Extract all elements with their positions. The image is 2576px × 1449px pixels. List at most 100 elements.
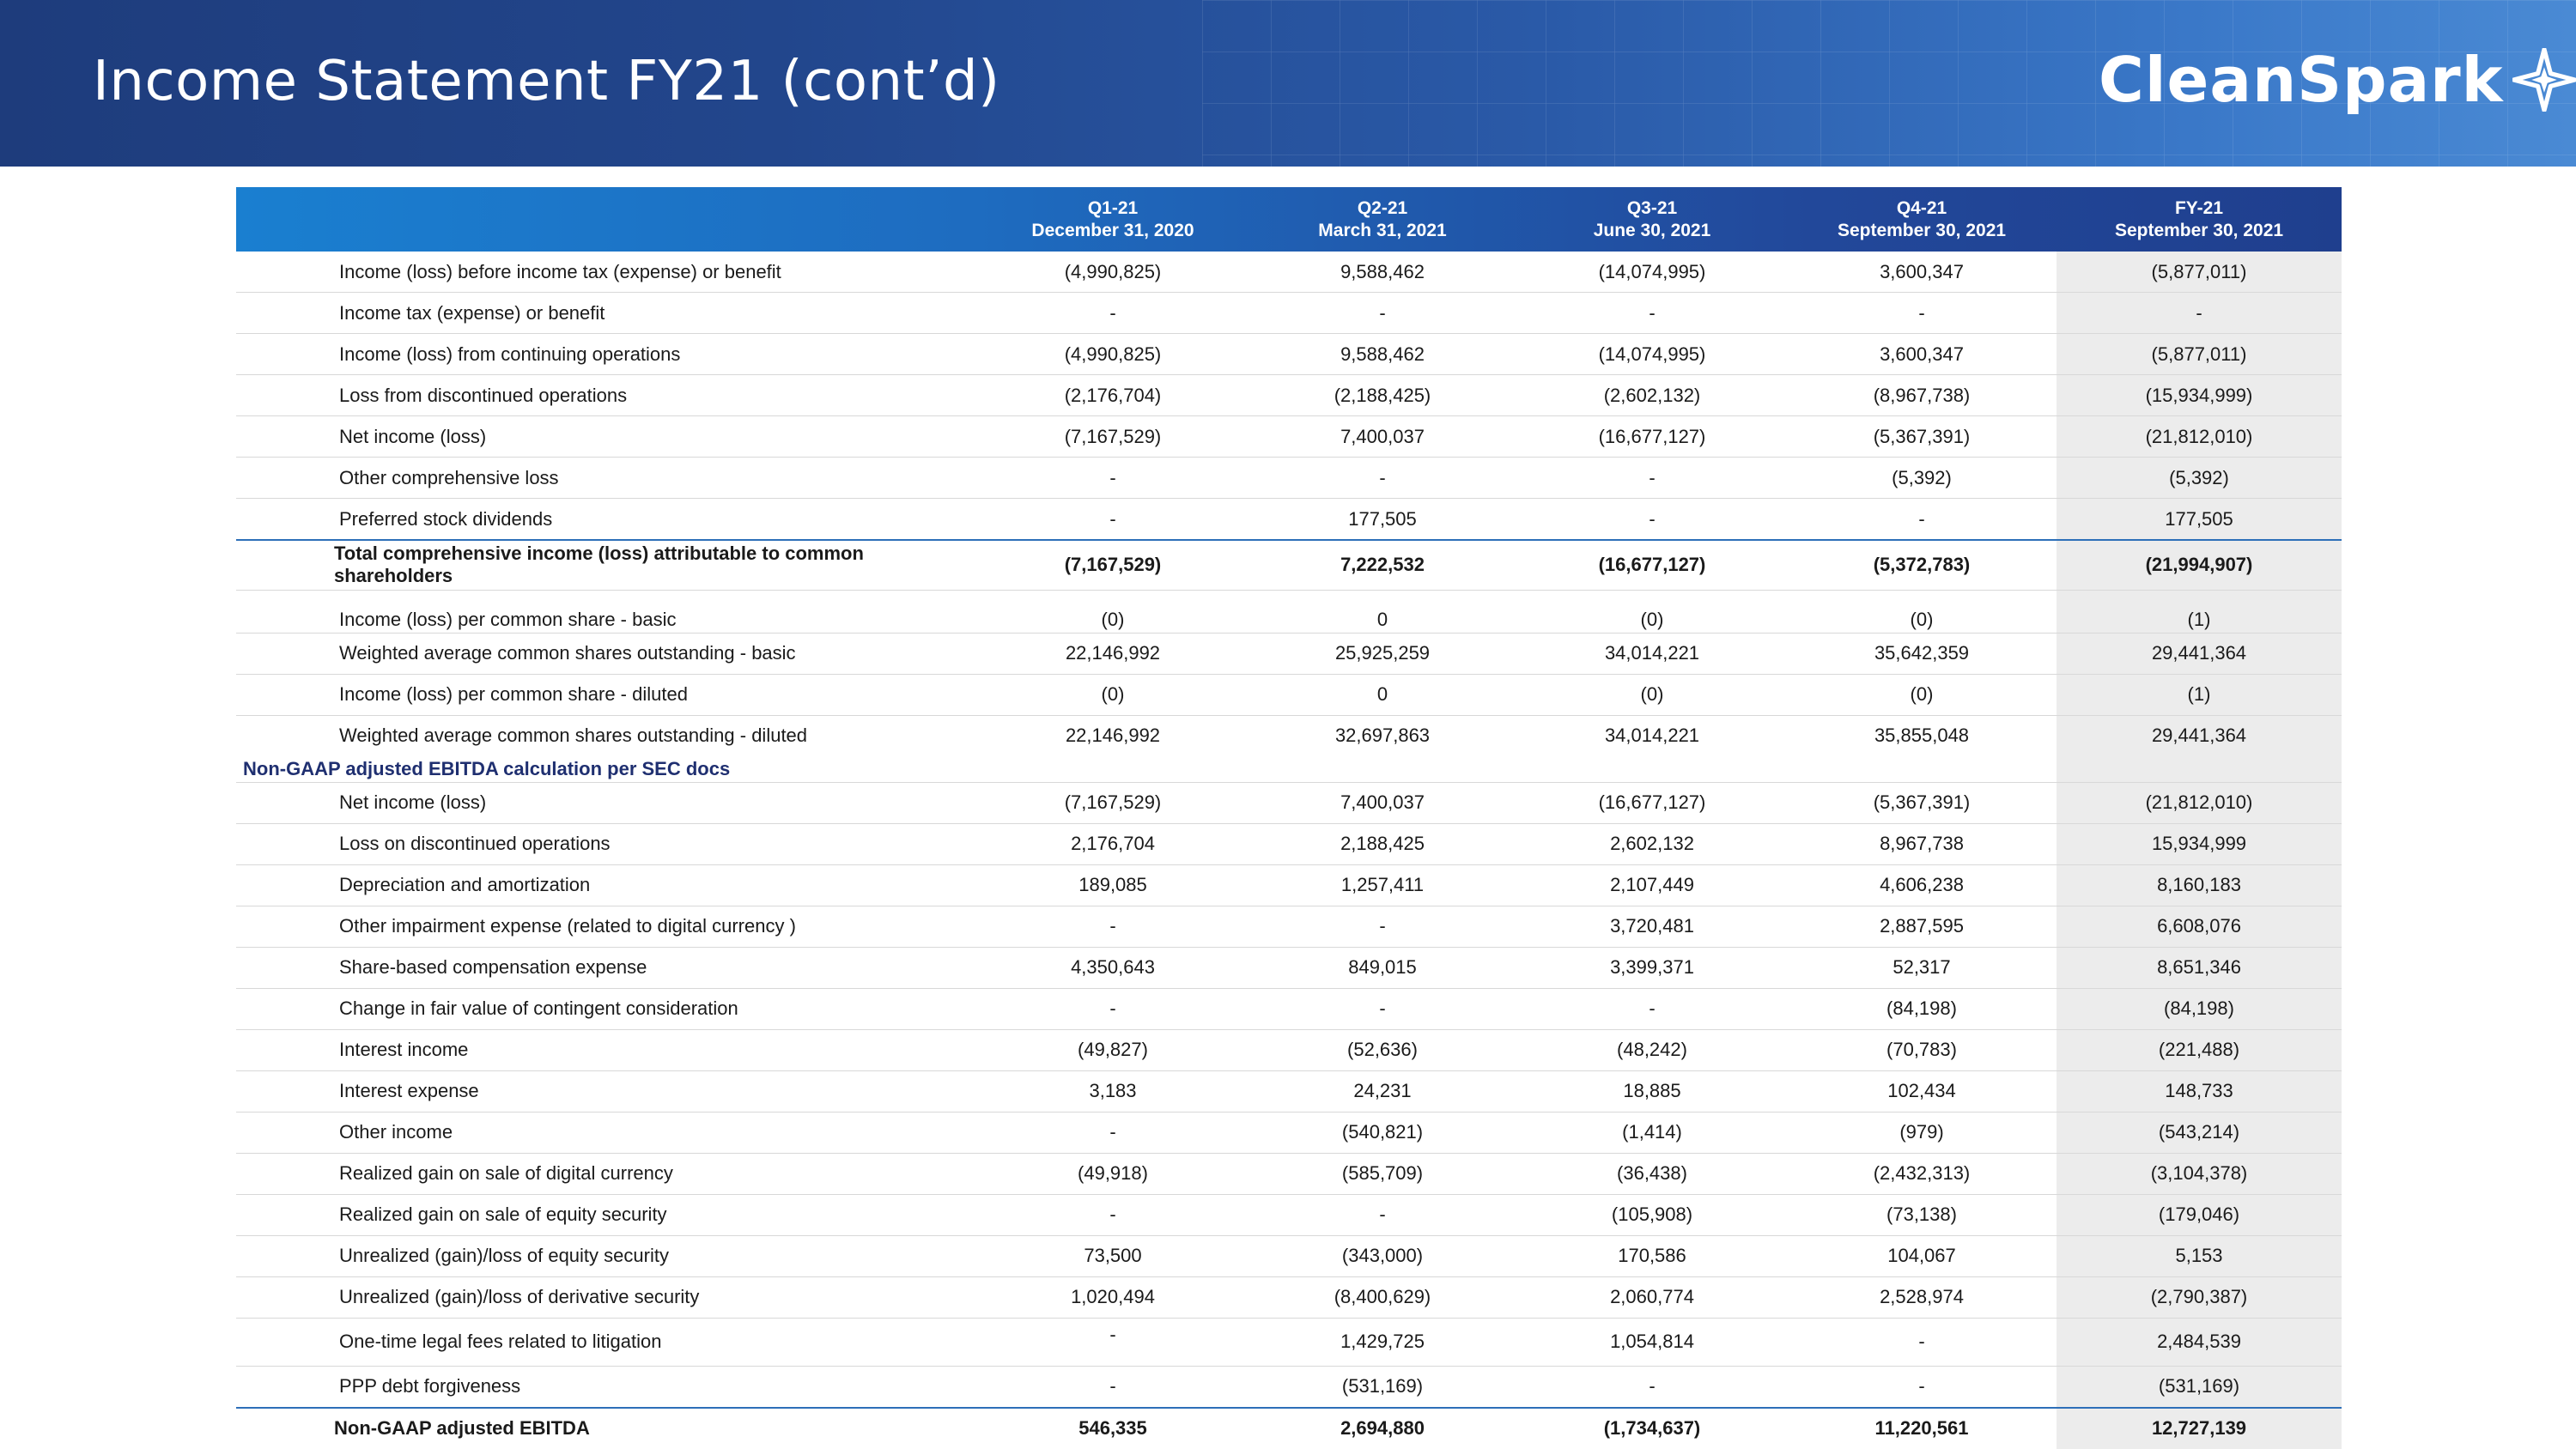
cell-q3: (105,908) (1517, 1194, 1787, 1236)
cell-q3: - (1517, 988, 1787, 1030)
cell-q4: - (1787, 498, 2057, 541)
cell-q1: 2,176,704 (978, 823, 1248, 865)
cell-q2: 7,400,037 (1248, 782, 1517, 824)
cell-q2: (585,709) (1248, 1153, 1517, 1195)
cell-q4: (979) (1787, 1112, 2057, 1154)
row-label: Realized gain on sale of digital currenc… (236, 1153, 978, 1195)
cell-fy: 15,934,999 (2057, 823, 2342, 865)
cell-q4: (5,392) (1787, 457, 2057, 499)
cell-q1: 73,500 (978, 1235, 1248, 1277)
company-logo: CleanSpark (2099, 41, 2576, 118)
table-row: Net income (loss) (7,167,529) 7,400,037 … (236, 415, 2342, 458)
row-label: Income tax (expense) or benefit (236, 292, 978, 334)
cell-q4: (5,367,391) (1787, 415, 2057, 458)
row-label: Unrealized (gain)/loss of derivative sec… (236, 1276, 978, 1319)
row-label: Income (loss) per common share - basic (236, 590, 978, 634)
cell-fy: (1) (2057, 590, 2342, 634)
section-empty-cell (1248, 755, 1517, 783)
cell-q3: 3,720,481 (1517, 906, 1787, 948)
cell-q3: - (1517, 457, 1787, 499)
cell-fy: (5,877,011) (2057, 252, 2342, 293)
row-label: Weighted average common shares outstandi… (236, 633, 978, 675)
cell-q2: (8,400,629) (1248, 1276, 1517, 1319)
cell-q2: 9,588,462 (1248, 252, 1517, 293)
cell-q1: (49,918) (978, 1153, 1248, 1195)
cell-q4: 104,067 (1787, 1235, 2057, 1277)
cell-q3: 2,107,449 (1517, 864, 1787, 906)
row-label: Other income (236, 1112, 978, 1154)
header-grid-pattern (1202, 0, 2576, 167)
cell-q3: (0) (1517, 674, 1787, 716)
cell-fy: 5,153 (2057, 1235, 2342, 1277)
cell-q4: (0) (1787, 590, 2057, 634)
cell-q4: (5,367,391) (1787, 782, 2057, 824)
cell-q2: 849,015 (1248, 947, 1517, 989)
cell-q4: - (1787, 292, 2057, 334)
cell-q1: 546,335 (978, 1406, 1248, 1449)
table-row: Income (loss) per common share - diluted… (236, 674, 2342, 716)
table-row: One-time legal fees related to litigatio… (236, 1318, 2342, 1367)
row-label: Net income (loss) (236, 415, 978, 458)
row-label: Other impairment expense (related to dig… (236, 906, 978, 948)
cell-q3: (0) (1517, 590, 1787, 634)
row-label: Income (loss) per common share - diluted (236, 674, 978, 716)
cell-q3: 18,885 (1517, 1070, 1787, 1113)
cell-q3: (16,677,127) (1517, 539, 1787, 591)
cell-fy: (179,046) (2057, 1194, 2342, 1236)
row-label: Interest expense (236, 1070, 978, 1113)
ebitda-section-header: Non-GAAP adjusted EBITDA calculation per… (236, 755, 2342, 783)
cell-q3: (14,074,995) (1517, 252, 1787, 293)
table-row: Loss from discontinued operations (2,176… (236, 374, 2342, 416)
cell-q1: (4,990,825) (978, 333, 1248, 375)
table-row: Other income - (540,821) (1,414) (979) (… (236, 1112, 2342, 1154)
cell-q3: (1,414) (1517, 1112, 1787, 1154)
cell-q2: - (1248, 906, 1517, 948)
cell-fy: 8,160,183 (2057, 864, 2342, 906)
header-label-cell (236, 187, 978, 252)
cell-fy: (21,994,907) (2057, 539, 2342, 591)
cell-q4: 52,317 (1787, 947, 2057, 989)
star-icon (2512, 48, 2576, 112)
table-row: Unrealized (gain)/loss of equity securit… (236, 1235, 2342, 1277)
cell-q3: 3,399,371 (1517, 947, 1787, 989)
cell-q4: (70,783) (1787, 1029, 2057, 1071)
cell-q2: - (1248, 988, 1517, 1030)
cell-q4: 3,600,347 (1787, 333, 2057, 375)
row-label: Interest income (236, 1029, 978, 1071)
cell-q3: (48,242) (1517, 1029, 1787, 1071)
cell-q2: (2,188,425) (1248, 374, 1517, 416)
cell-q3: - (1517, 498, 1787, 541)
cell-q2: (343,000) (1248, 1235, 1517, 1277)
cell-q2: 1,429,725 (1248, 1318, 1517, 1367)
cell-q2: 24,231 (1248, 1070, 1517, 1113)
cell-q4: - (1787, 1366, 2057, 1408)
cell-q4: (73,138) (1787, 1194, 2057, 1236)
slide-header: Income Statement FY21 (cont’d) CleanSpar… (0, 0, 2576, 167)
cell-q2: 25,925,259 (1248, 633, 1517, 675)
cell-q1: (7,167,529) (978, 415, 1248, 458)
cell-q4: 3,600,347 (1787, 252, 2057, 293)
cell-q1: (7,167,529) (978, 539, 1248, 591)
cell-fy: (5,392) (2057, 457, 2342, 499)
cell-q4: 35,855,048 (1874, 724, 1970, 746)
cell-q2: - (1248, 457, 1517, 499)
cell-q2: 0 (1248, 674, 1517, 716)
cell-fy: (5,877,011) (2057, 333, 2342, 375)
cell-q3: (1,734,637) (1517, 1406, 1787, 1449)
section-empty-cell (1517, 755, 1787, 783)
cell-fy: - (2057, 292, 2342, 334)
cell-q4: 8,967,738 (1787, 823, 2057, 865)
cell-q1: 3,183 (978, 1070, 1248, 1113)
row-label: Unrealized (gain)/loss of equity securit… (236, 1235, 978, 1277)
table-row: Realized gain on sale of digital currenc… (236, 1153, 2342, 1195)
cell-q1: - (978, 1366, 1248, 1408)
row-label: Total comprehensive income (loss) attrib… (236, 539, 978, 591)
cell-fy: (3,104,378) (2057, 1153, 2342, 1195)
cell-q4: 2,528,974 (1787, 1276, 2057, 1319)
cell-q2: (540,821) (1248, 1112, 1517, 1154)
column-header-q2: Q2-21 March 31, 2021 (1318, 197, 1447, 240)
column-header-fy: FY-21 September 30, 2021 (2114, 197, 2284, 240)
cell-fy: 29,441,364 (2057, 633, 2342, 675)
cell-q1: (49,827) (978, 1029, 1248, 1071)
row-label: Net income (loss) (236, 782, 978, 824)
